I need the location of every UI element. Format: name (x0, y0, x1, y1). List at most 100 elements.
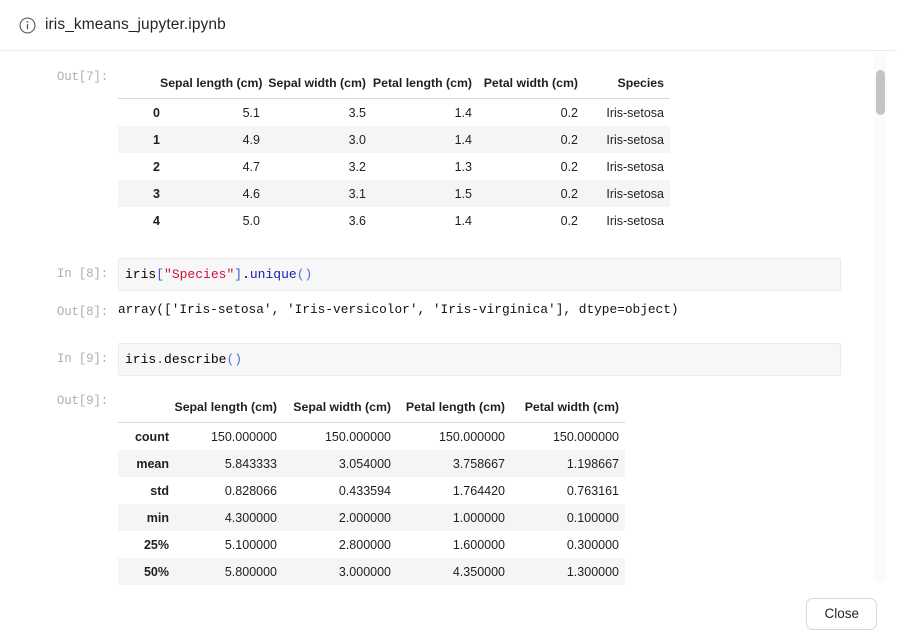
column-header: Petal length (cm) (397, 394, 511, 423)
row-index: 4 (153, 213, 160, 228)
code-token-identifier: iris (125, 352, 157, 367)
cell-output-9: Out[9]: Sepal length (cm) Sepal width (c… (0, 394, 897, 585)
table-cell: 0.2 (560, 213, 578, 228)
close-button[interactable]: Close (806, 598, 877, 630)
vertical-scrollbar-track[interactable] (874, 55, 886, 583)
table-cell: 0.2 (560, 159, 578, 174)
table-cell: 1.198667 (566, 456, 619, 471)
column-header: Petal width (cm) (511, 394, 625, 423)
code-token-bracket-close: ] (234, 267, 243, 282)
table-cell: 1.3 (454, 159, 472, 174)
cell-input-8: In [8]: iris["Species"].unique() (0, 258, 897, 291)
notebook-scroll-area[interactable]: Out[7]: Sepal length (cm) Sepal width (c… (0, 52, 897, 585)
table-cell: 1.4 (454, 213, 472, 228)
table-row: 50% 5.800000 3.000000 4.350000 1.300000 (118, 558, 625, 585)
table-cell: 0.300000 (566, 537, 619, 552)
cell-output-7: Out[7]: Sepal length (cm) Sepal width (c… (0, 70, 897, 234)
table-cell: 3.5 (348, 105, 366, 120)
column-header: Petal length (cm) (372, 70, 478, 99)
table-cell: Iris-setosa (606, 186, 664, 201)
table-cell: 4.6 (242, 186, 260, 201)
table-cell: Iris-setosa (606, 132, 664, 147)
output-area-8: array(['Iris-setosa', 'Iris-versicolor',… (118, 301, 897, 318)
table-cell: 3.2 (348, 159, 366, 174)
vertical-scrollbar-thumb[interactable] (876, 70, 885, 115)
window-header: iris_kmeans_jupyter.ipynb (0, 0, 897, 51)
table-row: 1 4.9 3.0 1.4 0.2 Iris-setosa (118, 126, 670, 153)
cell-output-8: Out[8]: array(['Iris-setosa', 'Iris-vers… (0, 301, 897, 319)
row-index: 2 (153, 159, 160, 174)
table-cell: 1.764420 (452, 483, 505, 498)
row-index: min (146, 510, 169, 525)
table-body: count 150.000000 150.000000 150.000000 1… (118, 423, 625, 585)
row-index: 25% (143, 537, 169, 552)
table-row: 25% 5.100000 2.800000 1.600000 0.300000 (118, 531, 625, 558)
table-cell: 1.4 (454, 132, 472, 147)
input-area-8: iris["Species"].unique() (118, 258, 897, 291)
table-row: mean 5.843333 3.054000 3.758667 1.198667 (118, 450, 625, 477)
table-row: 4 5.0 3.6 1.4 0.2 Iris-setosa (118, 207, 670, 234)
table-cell: 150.000000 (438, 429, 505, 444)
table-row: 0 5.1 3.5 1.4 0.2 Iris-setosa (118, 99, 670, 127)
table-head: Sepal length (cm) Sepal width (cm) Petal… (118, 70, 670, 99)
table-cell: 0.100000 (566, 510, 619, 525)
column-header-index (118, 70, 160, 99)
code-token-string: "Species" (164, 267, 235, 282)
text-output: array(['Iris-setosa', 'Iris-versicolor',… (118, 302, 679, 317)
row-index: 1 (153, 132, 160, 147)
column-header: Sepal width (cm) (283, 394, 397, 423)
row-index: 3 (153, 186, 160, 201)
column-header: Petal width (cm) (478, 70, 584, 99)
code-token-identifier: iris (125, 267, 157, 282)
table-cell: 1.5 (454, 186, 472, 201)
table-cell: 0.433594 (338, 483, 391, 498)
page-title: iris_kmeans_jupyter.ipynb (45, 16, 226, 33)
code-token-method: unique (249, 267, 297, 282)
spacer (0, 234, 897, 258)
table-cell: 5.0 (242, 213, 260, 228)
code-token-parens: () (226, 352, 243, 367)
table-cell: 3.758667 (452, 456, 505, 471)
table-cell: 0.2 (560, 132, 578, 147)
table-cell: 0.2 (560, 105, 578, 120)
code-token-parens: () (296, 267, 313, 282)
info-circle-icon (19, 16, 36, 34)
spacer (0, 319, 897, 343)
table-cell: 0.763161 (566, 483, 619, 498)
table-cell: 1.300000 (566, 564, 619, 579)
column-header: Sepal length (cm) (169, 394, 283, 423)
table-cell: 5.1 (242, 105, 260, 120)
column-header-index (118, 394, 169, 423)
table-cell: 150.000000 (210, 429, 277, 444)
table-row: 2 4.7 3.2 1.3 0.2 Iris-setosa (118, 153, 670, 180)
row-index: 0 (153, 105, 160, 120)
table-cell: 150.000000 (324, 429, 391, 444)
code-editor-9[interactable]: iris.describe() (118, 343, 841, 376)
table-cell: Iris-setosa (606, 213, 664, 228)
prompt-in-8: In [8]: (56, 267, 108, 281)
spacer (0, 52, 897, 70)
code-token-bracket-open: [ (156, 267, 165, 282)
prompt-out-8: Out[8]: (56, 305, 108, 319)
code-token-dot: . (156, 352, 165, 367)
table-cell: 4.350000 (452, 564, 505, 579)
table-cell: 0.2 (560, 186, 578, 201)
column-header: Species (584, 70, 670, 99)
table-cell: 4.9 (242, 132, 260, 147)
table-cell: 2.000000 (338, 510, 391, 525)
code-editor-8[interactable]: iris["Species"].unique() (118, 258, 841, 291)
table-cell: 3.054000 (338, 456, 391, 471)
spacer (0, 376, 897, 394)
column-header: Sepal length (cm) (160, 70, 266, 99)
table-cell: Iris-setosa (606, 105, 664, 120)
cell-input-9: In [9]: iris.describe() (0, 343, 897, 376)
table-header-row: Sepal length (cm) Sepal width (cm) Petal… (118, 70, 670, 99)
code-token-method: describe (164, 352, 227, 367)
prompt-out-7: Out[7]: (56, 70, 108, 84)
prompt-out-9: Out[9]: (56, 394, 108, 408)
row-index: mean (136, 456, 169, 471)
table-row: std 0.828066 0.433594 1.764420 0.763161 (118, 477, 625, 504)
table-cell: 3.6 (348, 213, 366, 228)
table-cell: 2.800000 (338, 537, 391, 552)
column-header: Sepal width (cm) (266, 70, 372, 99)
